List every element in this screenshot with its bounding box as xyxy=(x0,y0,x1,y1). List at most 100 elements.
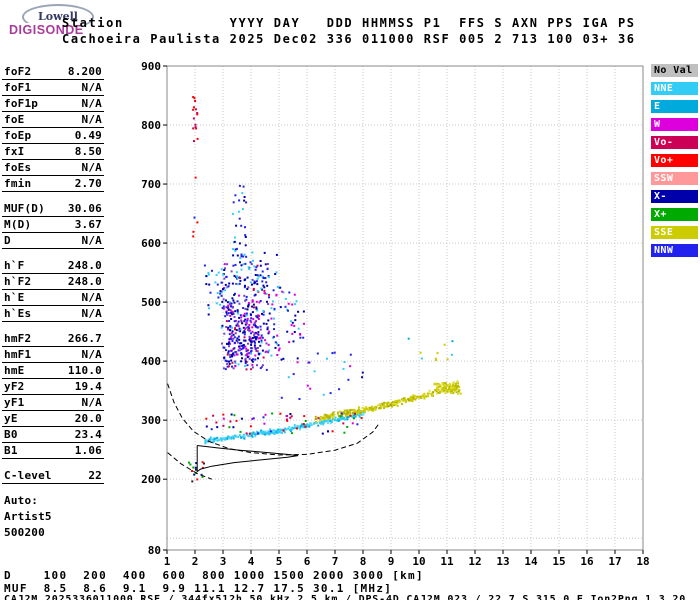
param-label: foF1 xyxy=(4,81,32,94)
param-label: D xyxy=(4,234,11,247)
low-dashed-curve xyxy=(167,452,212,480)
param-row-hes: h`Es N/A xyxy=(2,306,104,322)
param-label: 500200 xyxy=(4,526,45,539)
svg-text:10: 10 xyxy=(412,555,425,568)
param-value: 8.200 xyxy=(67,65,102,78)
param-value: N/A xyxy=(81,348,102,361)
param-label: B0 xyxy=(4,428,18,441)
y-axis-ticks: 900 800 700 600 500 400 300 200 80 xyxy=(141,60,167,557)
echo-scatter-points xyxy=(188,96,462,483)
param-label: foEs xyxy=(4,161,32,174)
param-row-yf2: yF2 19.4 xyxy=(2,379,104,395)
legend-item-ssw: SSW xyxy=(651,172,698,185)
param-value: N/A xyxy=(81,291,102,304)
svg-text:5: 5 xyxy=(276,555,283,568)
param-row-d: D N/A xyxy=(2,233,104,249)
svg-text:16: 16 xyxy=(580,555,594,568)
param-value: N/A xyxy=(81,396,102,409)
svg-text:200: 200 xyxy=(141,473,161,486)
svg-text:7: 7 xyxy=(332,555,339,568)
header-values-line: Cachoeira Paulista 2025 Dec02 336 011000… xyxy=(62,32,636,46)
svg-text:500: 500 xyxy=(141,296,161,309)
param-label: C-level xyxy=(4,469,52,482)
param-row-b0: B0 23.4 xyxy=(2,427,104,443)
param-value: 248.0 xyxy=(67,275,102,288)
param-value: N/A xyxy=(81,161,102,174)
param-row-fmin: fmin 2.70 xyxy=(2,176,104,192)
param-value: 22 xyxy=(88,469,102,482)
param-value: 30.06 xyxy=(67,202,102,215)
svg-text:13: 13 xyxy=(496,555,509,568)
param-row-fxi: fxI 8.50 xyxy=(2,144,104,160)
plot-grid xyxy=(166,65,644,551)
param-value: N/A xyxy=(81,81,102,94)
param-row-he: h`E N/A xyxy=(2,290,104,306)
param-value: 1.06 xyxy=(74,444,102,457)
svg-text:12: 12 xyxy=(468,555,481,568)
param-row-fof1: foF1 N/A xyxy=(2,80,104,96)
param-label: foEp xyxy=(4,129,32,142)
header-columns-line: Station YYYY DAY DDD HHMMSS P1 FFS S AXN… xyxy=(62,16,636,30)
param-row-artist5: Artist5 xyxy=(2,509,104,525)
param-row-fof2: foF2 8.200 xyxy=(2,64,104,80)
legend-item-x-: X- xyxy=(651,190,698,203)
param-value: N/A xyxy=(81,307,102,320)
svg-text:300: 300 xyxy=(141,414,161,427)
param-value: 3.67 xyxy=(74,218,102,231)
param-label: h`F xyxy=(4,259,25,272)
svg-text:600: 600 xyxy=(141,237,161,250)
param-value: 0.49 xyxy=(74,129,102,142)
param-row-md: M(D) 3.67 xyxy=(2,217,104,233)
param-label: foF2 xyxy=(4,65,32,78)
svg-text:800: 800 xyxy=(141,119,161,132)
parameter-table: foF2 8.200 foF1 N/A foF1p N/A foE N/A foEp 0.49 fx… xyxy=(2,64,104,550)
param-value: 2.70 xyxy=(74,177,102,190)
param-row-hf2: h`F2 248.0 xyxy=(2,274,104,290)
svg-text:8: 8 xyxy=(360,555,367,568)
svg-text:1: 1 xyxy=(164,555,171,568)
param-value: 23.4 xyxy=(74,428,102,441)
svg-text:80: 80 xyxy=(148,544,161,557)
svg-text:3: 3 xyxy=(220,555,227,568)
param-label: yF2 xyxy=(4,380,25,393)
param-row-500200: 500200 xyxy=(2,525,104,541)
param-label: h`F2 xyxy=(4,275,32,288)
param-value: 248.0 xyxy=(67,259,102,272)
legend-item-vo-: Vo- xyxy=(651,136,698,149)
muf-transmission-curve xyxy=(167,383,381,456)
svg-text:2: 2 xyxy=(192,555,199,568)
param-row-ye: yE 20.0 xyxy=(2,411,104,427)
muf-distance-row-d: D 100 200 400 600 800 1000 1500 2000 300… xyxy=(4,569,424,582)
svg-text:900: 900 xyxy=(141,60,161,73)
param-label: hmF2 xyxy=(4,332,32,345)
param-value: 8.50 xyxy=(74,145,102,158)
muf-distance-row-muf: MUF 8.5 8.6 9.1 9.9 11.1 12.7 17.5 30.1 … xyxy=(4,582,393,595)
param-value: N/A xyxy=(81,113,102,126)
param-row-foe: foE N/A xyxy=(2,112,104,128)
svg-text:6: 6 xyxy=(304,555,311,568)
legend-item-x+: X+ xyxy=(651,208,698,221)
legend-item-vo+: Vo+ xyxy=(651,154,698,167)
param-label: foF1p xyxy=(4,97,39,110)
param-row-hme: hmE 110.0 xyxy=(2,363,104,379)
svg-text:14: 14 xyxy=(524,555,538,568)
param-row-mufd: MUF(D) 30.06 xyxy=(2,201,104,217)
param-row-hf: h`F 248.0 xyxy=(2,258,104,274)
param-row-foes: foEs N/A xyxy=(2,160,104,176)
param-label: Artist5 xyxy=(4,510,52,523)
svg-text:400: 400 xyxy=(141,355,161,368)
param-label: yE xyxy=(4,412,18,425)
param-value: 20.0 xyxy=(74,412,102,425)
echo-direction-legend: No Val NNE E W Vo- Vo+ SSW X- X+ SSE NNW xyxy=(651,64,698,262)
svg-text:15: 15 xyxy=(552,555,565,568)
svg-text:9: 9 xyxy=(388,555,395,568)
param-row-hmf2: hmF2 266.7 xyxy=(2,331,104,347)
legend-item-nne: NNE xyxy=(651,82,698,95)
param-label: Auto: xyxy=(4,494,39,507)
param-row-fof1p: foF1p N/A xyxy=(2,96,104,112)
param-row-auto: Auto: xyxy=(2,493,104,509)
param-value: N/A xyxy=(81,97,102,110)
param-label: fxI xyxy=(4,145,25,158)
